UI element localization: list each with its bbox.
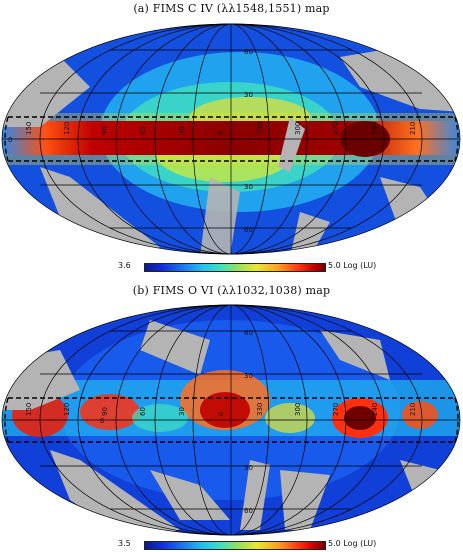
colorbar-a-min: 3.6 xyxy=(118,261,131,270)
lon-label: 60 xyxy=(139,126,147,135)
lon-label: 60 xyxy=(139,407,147,416)
lat-label-0-b: 0 xyxy=(100,417,104,425)
lon-label: 300 xyxy=(294,403,302,416)
lon-labels-b: 150 120 90 60 30 0 330 300 270 240 210 xyxy=(25,403,417,416)
lon-label: 120 xyxy=(63,122,71,135)
lon-label: 270 xyxy=(332,122,340,135)
lat-label-south30: 30 xyxy=(244,183,253,191)
lon-label: 300 xyxy=(294,122,302,135)
lon-label: 90 xyxy=(101,126,109,135)
lon-label: 240 xyxy=(371,403,379,416)
lat-label-south60-b: 60 xyxy=(244,507,253,515)
lon-label: 120 xyxy=(63,403,71,416)
lat-label-south30-b: 30 xyxy=(244,464,253,472)
lon-label: 150 xyxy=(25,122,33,135)
lat-label-0: 0 xyxy=(8,136,12,144)
lat-label-north30-b: 30 xyxy=(244,372,253,380)
lon-label: 210 xyxy=(409,122,417,135)
colorbar-a xyxy=(144,263,326,272)
lon-label: 30 xyxy=(178,407,186,416)
lat-label-north30: 30 xyxy=(244,91,253,99)
lon-label: 30 xyxy=(178,126,186,135)
lon-label: 90 xyxy=(101,407,109,416)
lon-label: 210 xyxy=(409,403,417,416)
lon-label: 330 xyxy=(256,122,264,135)
lon-label: 0 xyxy=(217,131,225,135)
lon-label: 330 xyxy=(256,403,264,416)
lat-label-north60-b: 60 xyxy=(244,329,253,337)
lon-labels: 150 120 90 60 30 0 330 300 270 240 210 xyxy=(25,122,417,135)
lon-label: 270 xyxy=(332,403,340,416)
lat-label-north60: 60 xyxy=(244,48,253,56)
colorbar-b xyxy=(144,541,326,550)
lon-label: 150 xyxy=(25,403,33,416)
panel-a-title: (a) FIMS C IV (λλ1548,1551) map xyxy=(133,2,330,15)
colorbar-b-max: 5.0 Log (LU) xyxy=(328,539,377,548)
colorbar-a-max: 5.0 Log (LU) xyxy=(328,261,377,270)
ovi-allsky-map: 0 30 30 60 60 150 120 90 60 30 0 330 300 270 240 2… xyxy=(1,304,461,536)
colorbar-b-min: 3.5 xyxy=(118,539,131,548)
lon-label: 0 xyxy=(217,412,225,416)
panel-b-title: (b) FIMS O VI (λλ1032,1038) map xyxy=(132,284,331,297)
civ-allsky-map: 0 30 30 60 60 150 120 90 60 30 0 330 300 270 240 2… xyxy=(1,23,461,255)
lat-label-south60: 60 xyxy=(244,226,253,234)
lon-label: 240 xyxy=(371,122,379,135)
